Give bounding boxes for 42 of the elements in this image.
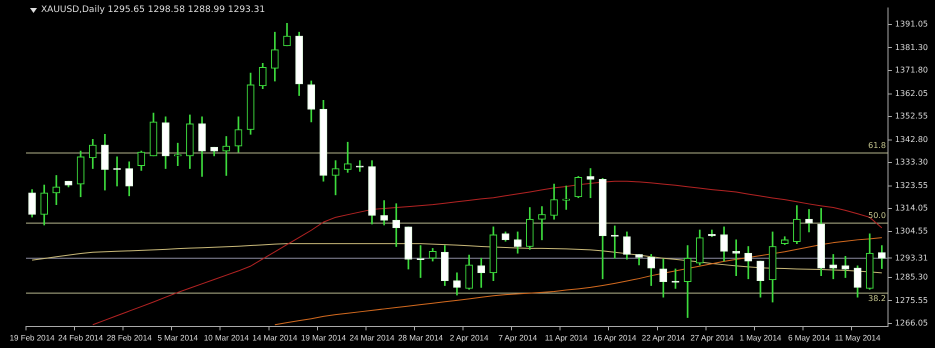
y-tick-label: 1323.55 — [894, 180, 928, 190]
y-tick-label: 1391.05 — [894, 20, 928, 28]
chart-title: XAUUSD,Daily 1295.65 1298.58 1288.99 1293.31 — [41, 5, 266, 15]
x-tick-label: 19 Feb 2014 — [10, 333, 56, 342]
x-tick-label: 2 Apr 2014 — [450, 333, 489, 342]
x-tick-label: 22 Apr 2014 — [642, 333, 686, 342]
x-tick-label: 7 Apr 2014 — [498, 333, 538, 342]
y-tick-label: 1285.30 — [894, 272, 928, 282]
x-tick-label: 19 Mar 2014 — [300, 333, 346, 342]
x-tick-label: 6 May 2014 — [788, 333, 830, 342]
candlestick — [113, 156, 121, 186]
y-tick-label: 1275.55 — [894, 296, 928, 305]
x-tick-label: 24 Mar 2014 — [350, 333, 395, 342]
y-tick-label: 1371.80 — [894, 66, 928, 75]
candlestick — [586, 168, 594, 198]
x-tick-label: 27 Apr 2014 — [690, 333, 734, 342]
y-tick-label: 1342.80 — [894, 134, 928, 144]
y-tick-label: 1314.05 — [894, 204, 928, 213]
candlestick — [332, 160, 340, 196]
x-tick-label: 28 Feb 2014 — [106, 333, 152, 342]
y-tick-label: 1381.30 — [894, 42, 928, 52]
annotation: 61.8 — [868, 141, 886, 150]
y-tick-label: 1352.55 — [894, 112, 928, 121]
annotation: 38.2 — [868, 294, 886, 304]
y-tick-label: 1293.31 — [894, 253, 928, 262]
candlestick — [805, 209, 813, 232]
x-tick-label: 5 Mar 2014 — [158, 333, 199, 342]
y-tick-label: 1266.05 — [894, 318, 928, 328]
x-tick-label: 1 May 2014 — [740, 333, 782, 342]
annotation: 50.0 — [868, 211, 886, 220]
x-tick-label: 24 Feb 2014 — [58, 333, 104, 342]
candlestick — [842, 256, 850, 278]
y-tick-label: 1333.30 — [894, 158, 928, 167]
x-tick-label: 16 Apr 2014 — [593, 333, 637, 342]
x-tick-label: 11 Apr 2014 — [544, 333, 588, 342]
x-tick-label: 28 Mar 2014 — [398, 333, 444, 342]
candlestick — [538, 206, 546, 240]
y-tick-label: 1362.05 — [894, 88, 928, 98]
x-tick-label: 14 Mar 2014 — [252, 333, 298, 342]
y-tick-label: 1304.55 — [894, 226, 928, 236]
x-tick-label: 10 Mar 2014 — [204, 333, 250, 342]
x-tick-label: 11 May 2014 — [834, 333, 881, 342]
